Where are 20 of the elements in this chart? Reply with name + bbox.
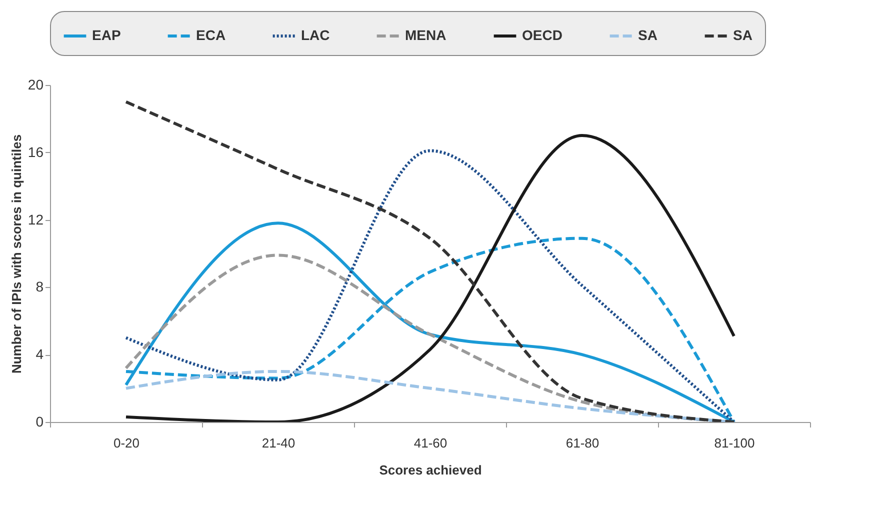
x-tick-label: 61-80 [566,436,600,450]
x-tick-label: 21-40 [262,436,296,450]
y-tick-label: 4 [36,346,44,362]
y-tick-label: 16 [28,144,44,160]
y-tick-label: 12 [28,211,44,228]
legend-label: MENA [405,27,446,43]
x-tick-label: 41-60 [414,436,448,450]
y-axis-title: Number of IPIs with scores in quintiles [8,134,24,374]
y-tick-label: 0 [36,414,44,430]
y-tick-label: 20 [28,76,44,92]
legend-label: ECA [196,27,226,43]
x-tick-label: 0-20 [113,436,140,450]
legend-label: OECD [522,27,562,43]
x-tick-label: 81-100 [714,436,755,450]
legend-label: SA [733,27,752,43]
legend-label: SA [638,27,658,43]
legend-label: LAC [301,27,330,43]
x-axis-title: Scores achieved [379,462,482,478]
legend-label: EAP [92,27,121,43]
y-tick-label: 8 [36,278,44,295]
